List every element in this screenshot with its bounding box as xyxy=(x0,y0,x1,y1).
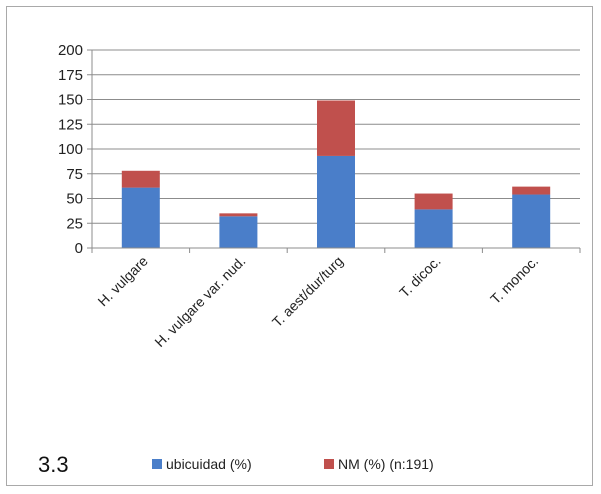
x-category-label: H. vulgare var. nud. xyxy=(151,253,248,350)
bar-ubicuidad xyxy=(121,187,160,248)
y-tick-label: 25 xyxy=(66,215,83,232)
y-tick-label: 0 xyxy=(75,240,83,257)
bar-ubicuidad xyxy=(317,155,355,248)
bar-ubicuidad xyxy=(219,216,258,248)
legend-swatch-nm xyxy=(324,459,334,469)
y-tick-label: 175 xyxy=(58,67,83,84)
x-category-label: T. monoc. xyxy=(487,253,541,307)
legend-item-nm: NM (%) (n:191) xyxy=(324,456,434,472)
x-category-label: T. dicoc. xyxy=(396,253,444,301)
x-category-label: H. vulgare xyxy=(94,253,151,310)
bar-nm xyxy=(512,186,551,195)
bar-ubicuidad xyxy=(512,194,551,248)
bar-ubicuidad xyxy=(414,209,453,248)
legend-item-ubicuidad: ubicuidad (%) xyxy=(152,456,252,472)
bar-nm xyxy=(414,193,453,210)
bar-nm xyxy=(317,100,355,156)
y-tick-label: 200 xyxy=(58,42,83,59)
chart-frame xyxy=(6,6,593,486)
y-tick-label: 125 xyxy=(58,116,83,133)
bar-nm xyxy=(121,170,160,188)
bar-nm xyxy=(219,213,258,217)
y-tick-label: 75 xyxy=(66,166,83,183)
y-tick-label: 150 xyxy=(58,92,83,109)
legend-label-ubicuidad: ubicuidad (%) xyxy=(166,456,252,472)
legend-swatch-ubicuidad xyxy=(152,459,162,469)
figure-number: 3.3 xyxy=(38,452,69,477)
x-category-label: T. aest/dur/turg xyxy=(269,253,346,330)
y-tick-label: 50 xyxy=(66,191,83,208)
legend-label-nm: NM (%) (n:191) xyxy=(338,456,434,472)
y-tick-label: 100 xyxy=(58,141,83,158)
